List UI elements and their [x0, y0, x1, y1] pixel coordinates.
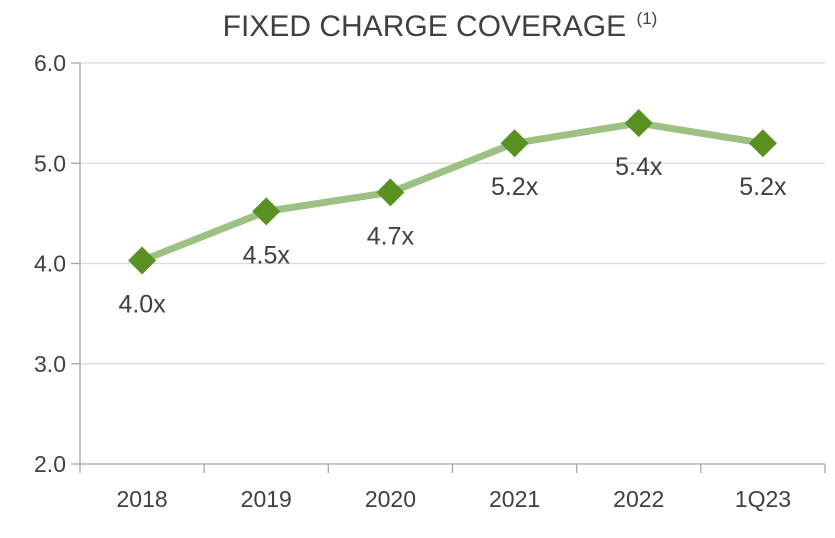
- gridlines: [80, 62, 825, 365]
- chart-title: FIXED CHARGE COVERAGE (1): [223, 9, 658, 43]
- x-tick-label: 2021: [489, 486, 540, 512]
- y-tick-label: 3.0: [34, 351, 66, 377]
- data-point-marker: [376, 178, 405, 207]
- data-point-marker: [252, 197, 281, 226]
- x-tick-label: 2022: [613, 486, 664, 512]
- x-tick-label: 2018: [116, 486, 167, 512]
- x-tick-labels: 2018 2019 2020 2021 2022 1Q23: [116, 486, 791, 512]
- series-line: [138, 119, 767, 264]
- y-tick-labels: 2.0 3.0 4.0 5.0 6.0: [34, 50, 66, 477]
- data-label: 4.5x: [243, 241, 291, 269]
- axes: [71, 62, 826, 473]
- y-tick-label: 6.0: [34, 50, 66, 76]
- data-label: 5.2x: [739, 173, 787, 201]
- y-tick-label: 2.0: [34, 451, 66, 477]
- x-tick-label: 2020: [365, 486, 416, 512]
- data-label: 5.4x: [615, 153, 663, 181]
- data-markers: [128, 109, 777, 275]
- data-label: 5.2x: [491, 173, 539, 201]
- series-line-path: [138, 119, 767, 264]
- y-tick-label: 4.0: [34, 251, 66, 277]
- data-label: 4.7x: [367, 222, 415, 250]
- data-point-marker: [624, 109, 653, 138]
- data-point-marker: [500, 129, 529, 158]
- data-point-marker: [748, 129, 777, 158]
- x-tick-label: 1Q23: [735, 486, 791, 512]
- data-labels: 4.0x 4.5x 4.7x 5.2x 5.4x 5.2x: [118, 153, 787, 318]
- y-tick-label: 5.0: [34, 150, 66, 176]
- data-point-marker: [128, 246, 157, 275]
- data-label: 4.0x: [118, 290, 166, 318]
- x-tick-label: 2019: [241, 486, 292, 512]
